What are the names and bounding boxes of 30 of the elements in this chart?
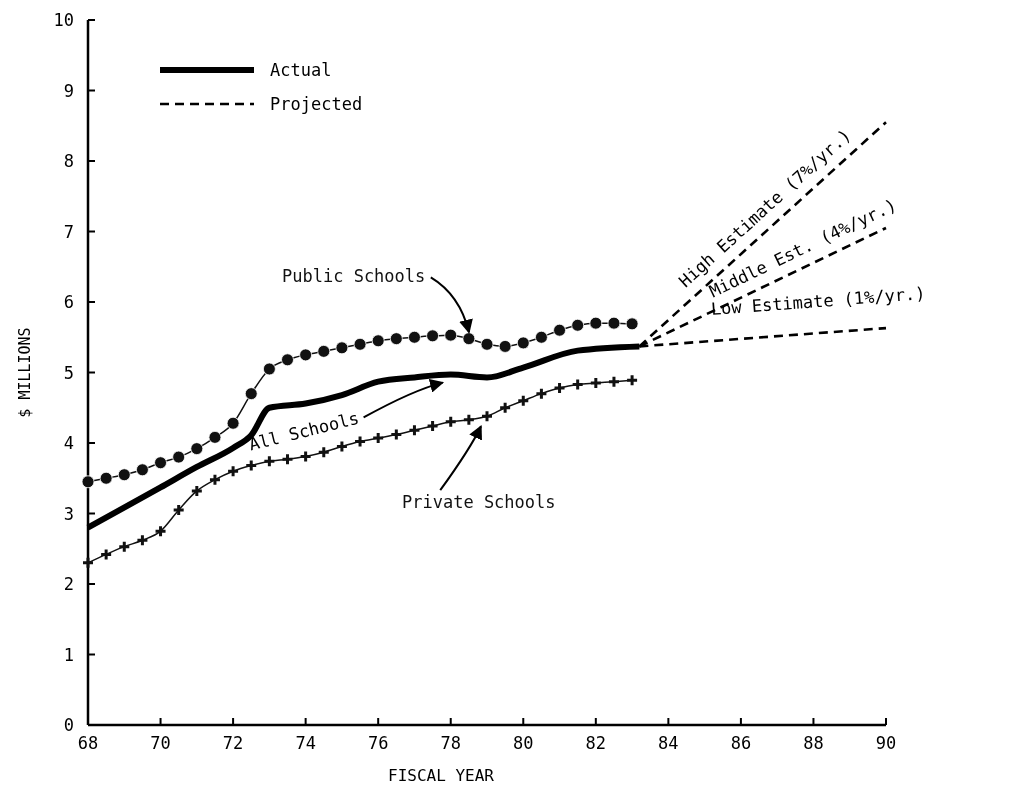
y-tick-label: 1 — [63, 644, 74, 665]
x-tick-label: 78 — [440, 733, 461, 753]
y-tick-label: 2 — [63, 574, 74, 594]
y-tick-label: 6 — [63, 292, 74, 312]
text: Private Schools — [402, 492, 556, 513]
y-tick-label: 0 — [63, 715, 74, 735]
x-tick-label: 86 — [730, 733, 752, 753]
y-tick-label: 4 — [63, 433, 74, 453]
y-tick-label: 8 — [63, 151, 74, 171]
x-tick-label: 70 — [150, 733, 171, 753]
x-tick-label: 82 — [585, 733, 607, 753]
x-tick-label: 88 — [803, 733, 824, 753]
x-tick-label: 74 — [295, 733, 316, 753]
x-tick-label: 90 — [875, 733, 897, 753]
y-tick-label: 5 — [63, 362, 74, 383]
annotation: Actual — [270, 60, 332, 80]
y-tick-label: 7 — [63, 221, 74, 242]
text: Public Schools — [282, 266, 426, 287]
x-axis-title: FISCAL YEAR — [388, 766, 495, 785]
y-axis-title: $ MILLIONS — [16, 327, 34, 418]
x-tick-label: 80 — [513, 733, 534, 753]
annotation: Projected — [270, 94, 363, 114]
x-tick-label: 68 — [77, 733, 99, 753]
text: All Schools — [246, 407, 361, 455]
x-tick-label: 72 — [222, 733, 244, 753]
x-tick-label: 76 — [367, 733, 389, 753]
y-tick-label: 3 — [63, 503, 74, 524]
y-tick-label: 10 — [53, 10, 74, 30]
y-tick-label: 9 — [63, 80, 74, 101]
x-tick-label: 84 — [658, 733, 679, 753]
